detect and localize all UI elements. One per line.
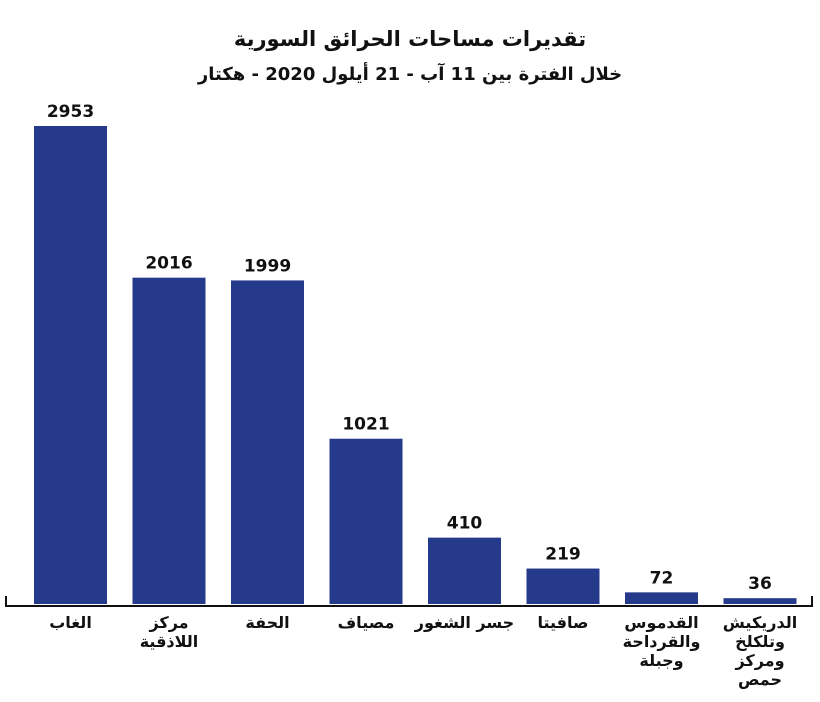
bars-group: 2953 2016 1999 1021 410 219 72 36 — [34, 102, 797, 604]
category-label: مركز اللاذقية — [140, 613, 199, 651]
bar — [526, 568, 600, 604]
chart-subtitle: خلال الفترة بين 11 آب - 21 أيلول 2020 - … — [197, 62, 622, 85]
x-axis: الغاب مركز اللاذقية الحفة مصياف جسر الشغور صاف… — [5, 596, 813, 689]
data-label: 410 — [447, 514, 483, 534]
category-label: الحفة — [245, 613, 289, 632]
category-label: الغاب — [49, 613, 92, 632]
bar — [723, 598, 797, 604]
data-label: 1021 — [342, 415, 389, 435]
data-label: 1999 — [244, 256, 291, 276]
chart-title: تقديرات مساحات الحرائق السورية — [234, 27, 586, 51]
data-label: 2953 — [47, 102, 94, 122]
bar — [132, 277, 206, 604]
data-label: 36 — [748, 574, 772, 594]
data-label: 72 — [650, 568, 674, 588]
category-label: مصياف — [338, 613, 395, 632]
category-label: الدريكيش وتلكلخ ومركز حمص — [723, 613, 797, 689]
x-axis-line — [5, 596, 813, 607]
category-label: صافيتا — [537, 613, 588, 632]
bar — [231, 280, 304, 604]
category-label: القدموس والقرداحة وجبلة — [623, 613, 701, 670]
bar — [428, 537, 501, 604]
bar — [625, 592, 698, 604]
category-label: جسر الشغور — [414, 613, 514, 632]
data-label: 219 — [545, 545, 581, 565]
data-label: 2016 — [145, 254, 192, 274]
bar — [329, 438, 403, 604]
bar — [34, 126, 107, 604]
